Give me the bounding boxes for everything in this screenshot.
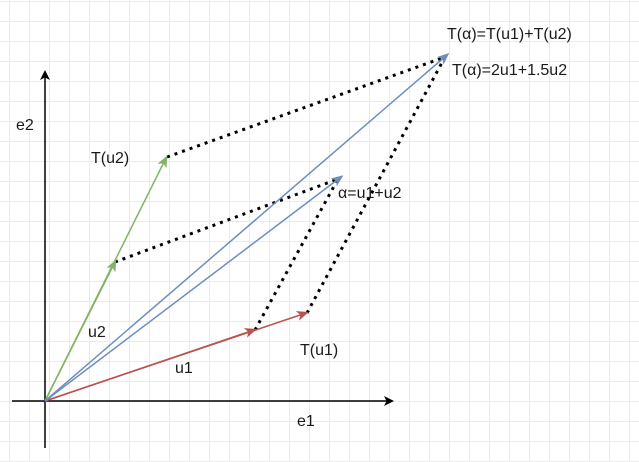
dotted-Tu1-to-Talpha (305, 56, 447, 314)
label-T-u2: T(u2) (91, 150, 130, 167)
vector-T-alpha (44, 53, 450, 402)
dotted-u1-to-alpha (253, 178, 340, 331)
vector-u1 (44, 328, 257, 402)
vector-u2 (44, 259, 117, 402)
label-T-alpha-sum: T(α)=T(u1)+T(u2) (447, 26, 572, 43)
label-e1: e1 (297, 413, 315, 430)
label-T-alpha-value: T(α)=2u1+1.5u2 (452, 62, 568, 79)
dotted-construction-lines (114, 55, 447, 331)
label-u2: u2 (88, 324, 106, 341)
vector-alpha (44, 175, 344, 402)
label-e2: e2 (16, 117, 34, 134)
label-alpha: α=u1+u2 (338, 185, 402, 202)
dotted-u2-to-alpha (114, 177, 339, 264)
label-u1: u1 (175, 360, 193, 377)
dotted-Tu2-to-Talpha (166, 55, 446, 159)
label-T-u1: T(u1) (300, 342, 339, 359)
